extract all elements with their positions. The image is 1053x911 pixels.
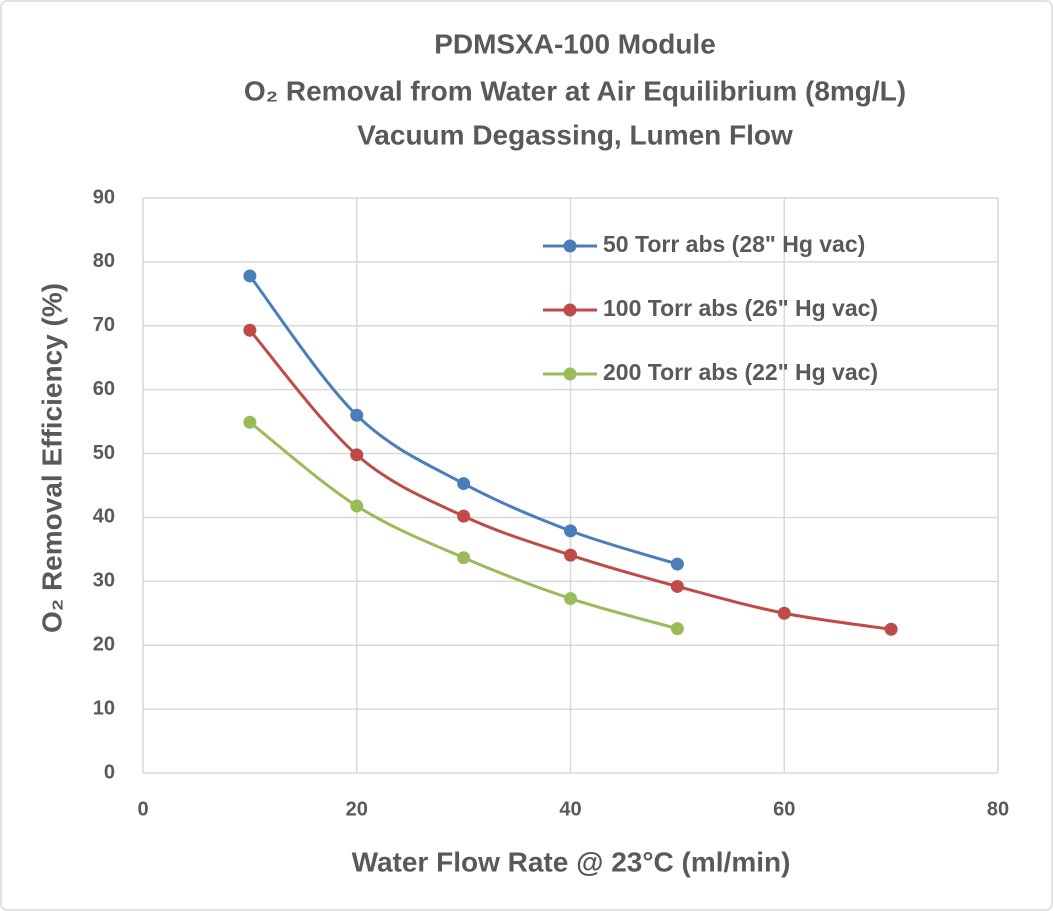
- legend-marker: [563, 239, 577, 253]
- y-tick-label: 40: [93, 506, 115, 528]
- data-point: [243, 323, 257, 337]
- chart-title: O₂ Removal from Water at Air Equilibrium…: [244, 75, 906, 106]
- x-axis-title: Water Flow Rate @ 23°C (ml/min): [352, 846, 791, 877]
- x-tick-label: 20: [346, 798, 368, 820]
- data-point: [670, 557, 684, 571]
- legend-marker: [563, 367, 577, 381]
- y-tick-label: 10: [93, 697, 115, 719]
- y-tick-label: 90: [93, 186, 115, 208]
- y-tick-label: 30: [93, 570, 115, 592]
- x-tick-label: 40: [559, 798, 581, 820]
- legend-label: 100 Torr abs (26" Hg vac): [603, 295, 878, 321]
- data-point: [350, 408, 364, 422]
- y-tick-label: 0: [104, 761, 115, 783]
- data-point: [670, 622, 684, 636]
- data-point: [457, 477, 471, 491]
- series-line: [248, 275, 678, 566]
- data-point: [564, 524, 577, 538]
- chart-title: Vacuum Degassing, Lumen Flow: [357, 119, 793, 150]
- data-point: [564, 548, 577, 562]
- y-tick-label: 20: [93, 634, 115, 656]
- data-point: [243, 415, 257, 429]
- data-point: [350, 448, 364, 462]
- data-point: [457, 509, 471, 523]
- data-point: [564, 592, 577, 606]
- data-point: [670, 579, 684, 593]
- legend-label: 50 Torr abs (28" Hg vac): [603, 231, 865, 257]
- data-point: [350, 499, 364, 513]
- legend-marker: [563, 303, 577, 317]
- x-tick-label: 60: [773, 798, 795, 820]
- data-point: [243, 269, 257, 283]
- data-point: [457, 551, 471, 565]
- data-point: [884, 622, 898, 636]
- y-axis-title: O₂ Removal Efficiency (%): [36, 283, 67, 633]
- x-tick-label: 80: [987, 798, 1009, 820]
- data-point: [777, 606, 791, 620]
- y-tick-label: 60: [93, 378, 115, 400]
- y-tick-label: 80: [93, 250, 115, 272]
- y-tick-label: 70: [93, 314, 115, 336]
- chart-title: PDMSXA-100 Module: [434, 28, 716, 59]
- x-tick-label: 0: [137, 798, 148, 820]
- legend-label: 200 Torr abs (22" Hg vac): [603, 359, 878, 385]
- y-tick-label: 50: [93, 442, 115, 464]
